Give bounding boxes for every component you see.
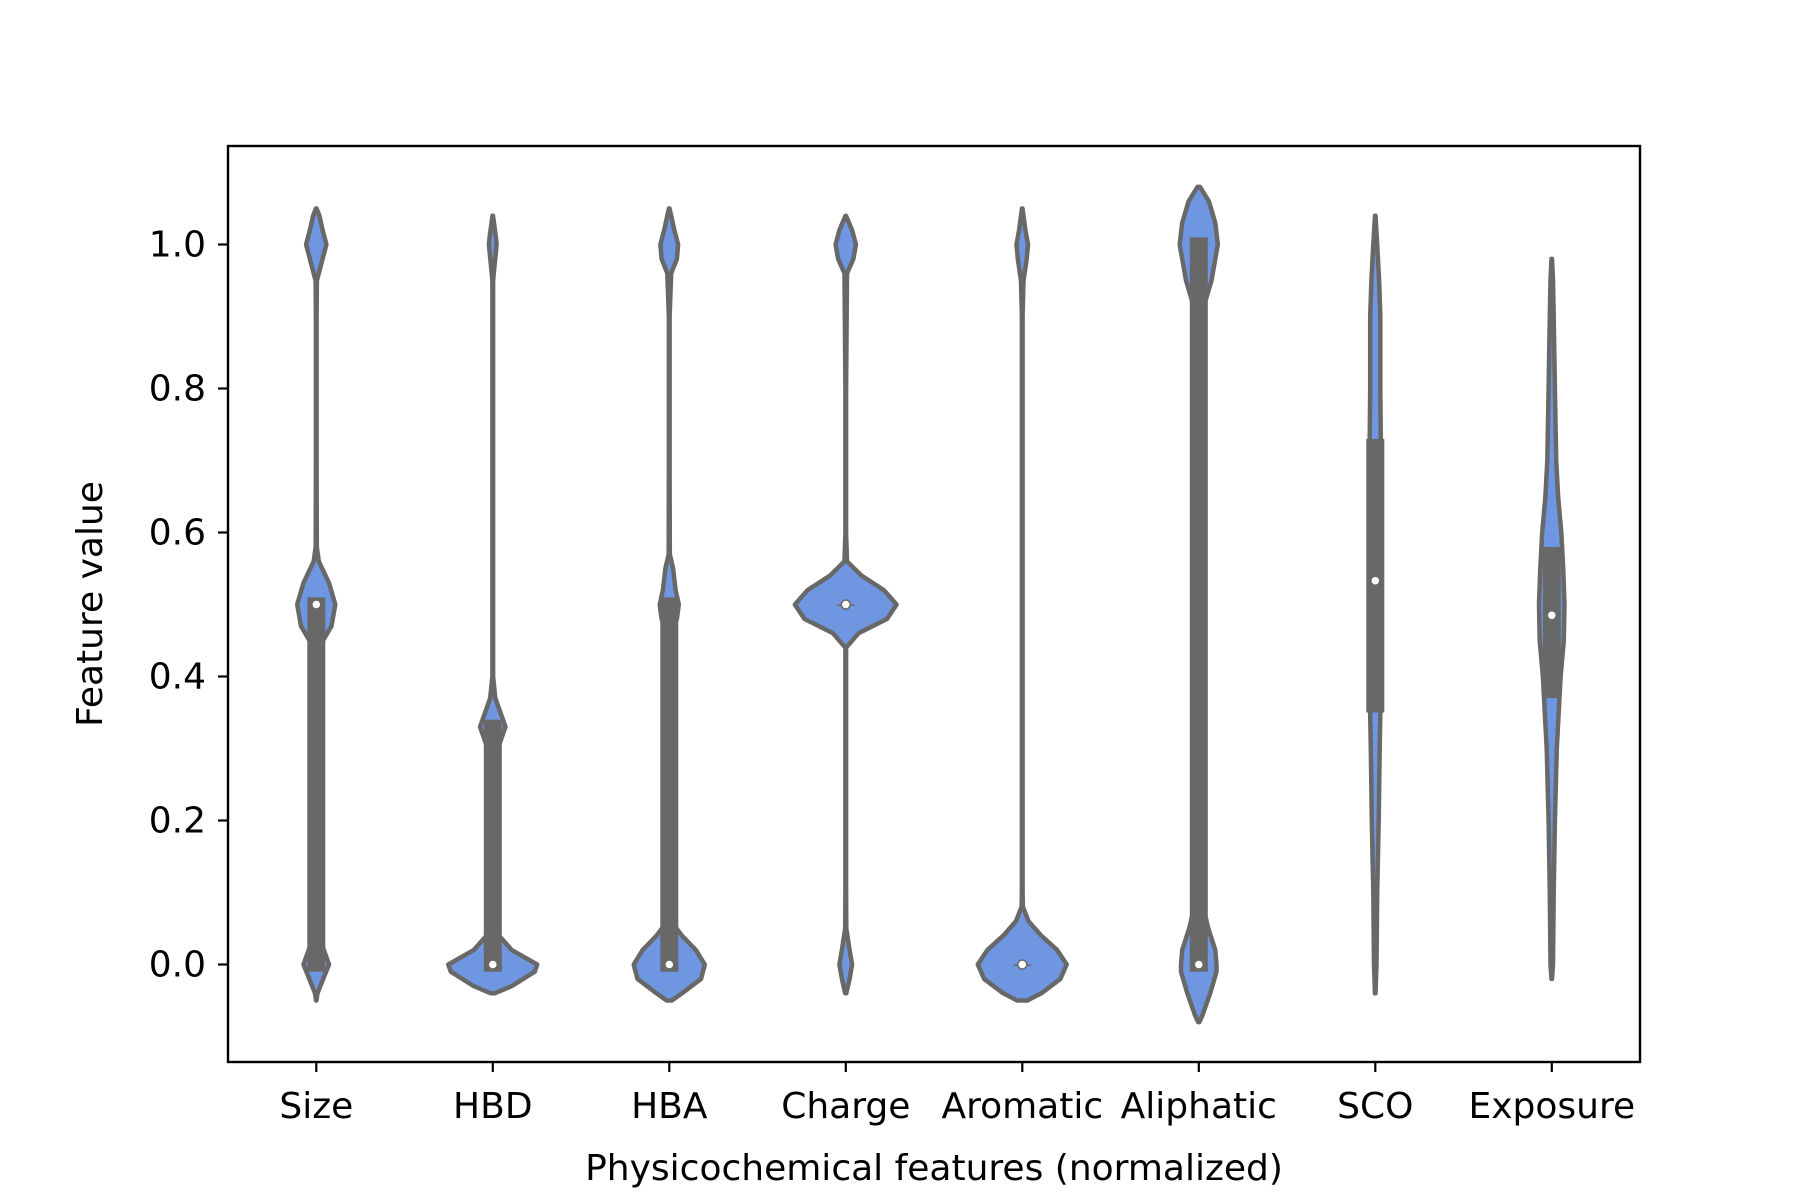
x-tick-label-hba: HBA [631,1086,708,1127]
y-tick-label: 1.0 [149,225,206,266]
violin-box-exposure [1542,546,1561,699]
violin-box-hba [660,597,679,972]
median-dot-charge [840,599,852,610]
x-tick-label-aromatic: Aromatic [941,1086,1103,1127]
violin-aliphatic [1177,184,1221,1025]
violin-sco [1366,213,1385,996]
y-tick-label: 0.6 [149,513,206,554]
y-tick-label: 0.2 [149,801,206,842]
median-dot-sco [1370,575,1381,586]
x-tick-label-aliphatic: Aliphatic [1121,1086,1277,1127]
violin-hbd [446,213,540,996]
median-dot-exposure [1546,610,1558,621]
violin-exposure [1536,256,1567,982]
violin-size [294,206,338,1003]
violin-charge [792,213,899,996]
y-tick-label: 0.4 [149,657,206,698]
median-dot-aliphatic [1193,959,1205,970]
violin-hba [631,206,708,1003]
median-dot-aromatic [1017,959,1028,970]
y-axis-label: Feature value [70,481,111,727]
x-tick-label-sco: SCO [1337,1086,1413,1127]
y-axis-ticks: 0.0 0.2 0.4 0.6 0.8 1.0 [149,225,228,986]
median-dot-hbd [487,959,499,970]
median-dot-hba [664,959,675,970]
x-tick-label-exposure: Exposure [1468,1086,1635,1127]
violin-layer [294,184,1567,1025]
violin-box-hbd [483,719,502,972]
y-tick-label: 0.8 [149,369,206,410]
x-axis-ticks: Size HBD HBA Charge Aromatic Aliphatic SCO Expo… [279,1062,1635,1127]
y-tick-label: 0.0 [149,945,206,986]
axes-frame [226,144,1642,1064]
violin-box-size [307,597,326,972]
violin-box-aliphatic [1189,237,1208,972]
x-tick-label-hbd: HBD [453,1086,533,1127]
x-axis-label: Physicochemical features (normalized) [585,1148,1283,1189]
x-tick-label-charge: Charge [781,1086,910,1127]
violin-aromatic [975,206,1069,1003]
median-dot-size [311,599,322,610]
x-tick-label-size: Size [279,1086,353,1127]
violin-body-aromatic [975,206,1069,1003]
